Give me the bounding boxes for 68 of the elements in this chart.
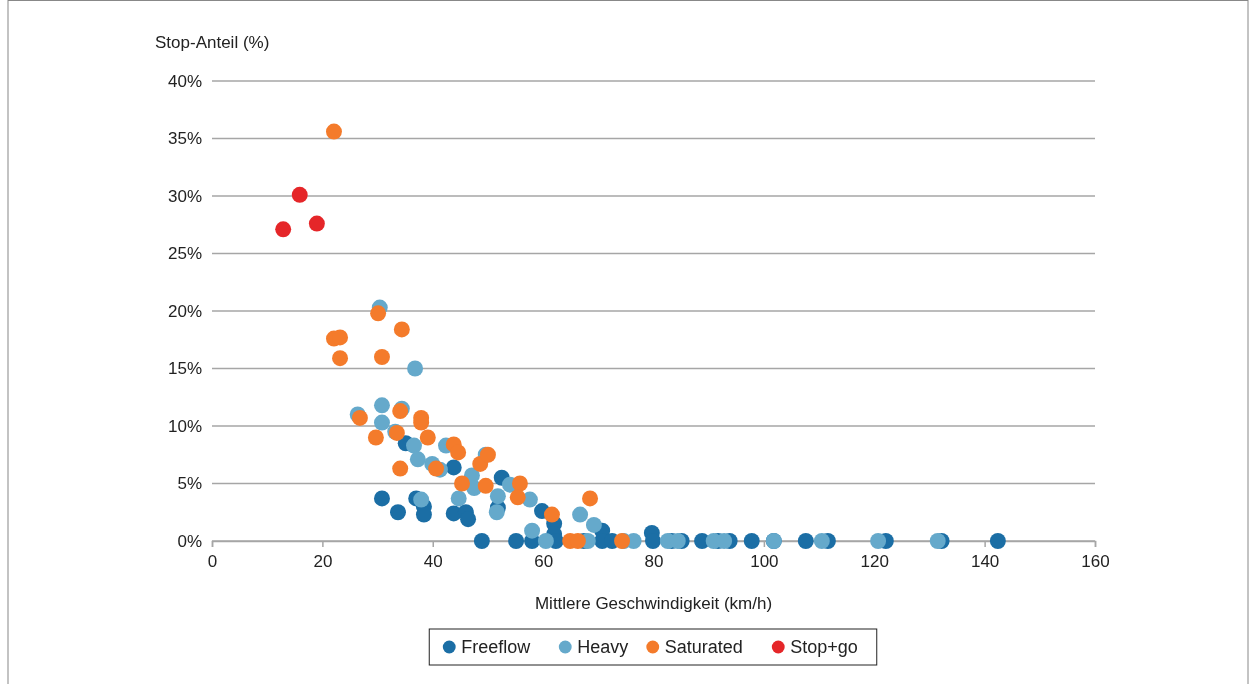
point (445, 459, 462, 476)
x-tick-label: 40 (423, 552, 443, 572)
point (929, 533, 946, 549)
point (572, 506, 589, 523)
legend-label: Freeflow (461, 637, 532, 657)
point (524, 522, 541, 539)
y-axis-title: Stop-Anteil (%) (155, 33, 270, 52)
point (454, 475, 470, 492)
point (308, 215, 325, 232)
point (813, 533, 830, 549)
point (989, 533, 1006, 549)
point (489, 488, 506, 505)
legend-label: Heavy (577, 637, 629, 657)
point (419, 429, 436, 446)
x-tick-label: 80 (644, 552, 664, 572)
y-tick-label: 0% (177, 531, 202, 551)
point (325, 123, 342, 140)
point (644, 533, 661, 549)
point (585, 516, 602, 533)
point (460, 511, 477, 528)
point (797, 533, 814, 549)
point (374, 397, 390, 414)
x-tick-label: 140 (970, 552, 1000, 572)
point (477, 477, 494, 494)
y-tick-label: 10% (167, 416, 202, 436)
point (374, 349, 390, 365)
x-tick-label: 100 (750, 552, 779, 572)
y-tick-label: 15% (167, 359, 202, 379)
y-tick-label: 30% (167, 186, 202, 206)
point (543, 506, 560, 523)
y-tick-label: 20% (167, 301, 202, 321)
y-tick-label: 25% (167, 244, 202, 264)
point (406, 437, 422, 454)
point (582, 490, 599, 507)
x-tick-label: 160 (1081, 552, 1110, 572)
point (870, 533, 887, 549)
point (374, 414, 390, 431)
legend-label: Stop+go (790, 637, 858, 657)
point (473, 533, 490, 549)
point (508, 533, 525, 549)
y-tick-label: 5% (177, 474, 202, 494)
point (450, 444, 467, 461)
point (413, 491, 430, 508)
point (509, 489, 526, 506)
y-tick-label: 35% (167, 129, 202, 149)
x-axis-title: Mittlere Geschwindigkeit (km/h) (534, 594, 773, 613)
point (370, 305, 387, 322)
point (743, 533, 760, 549)
legend-label: Saturated (664, 637, 743, 657)
x-tick-label: 20 (313, 552, 333, 572)
point (393, 321, 410, 338)
x-tick-label: 120 (860, 552, 889, 572)
point (332, 350, 349, 367)
x-tick-label: 60 (534, 552, 554, 572)
point (450, 490, 467, 507)
point (407, 360, 424, 377)
point (374, 490, 390, 507)
point (275, 221, 292, 238)
point (511, 475, 528, 492)
point (390, 504, 406, 521)
point (488, 504, 505, 521)
point (392, 460, 409, 477)
point (409, 451, 426, 468)
point (537, 533, 554, 549)
y-tick-label: 40% (167, 71, 202, 91)
x-tick-label: 0 (207, 552, 218, 572)
point (367, 429, 384, 446)
point (291, 186, 308, 203)
